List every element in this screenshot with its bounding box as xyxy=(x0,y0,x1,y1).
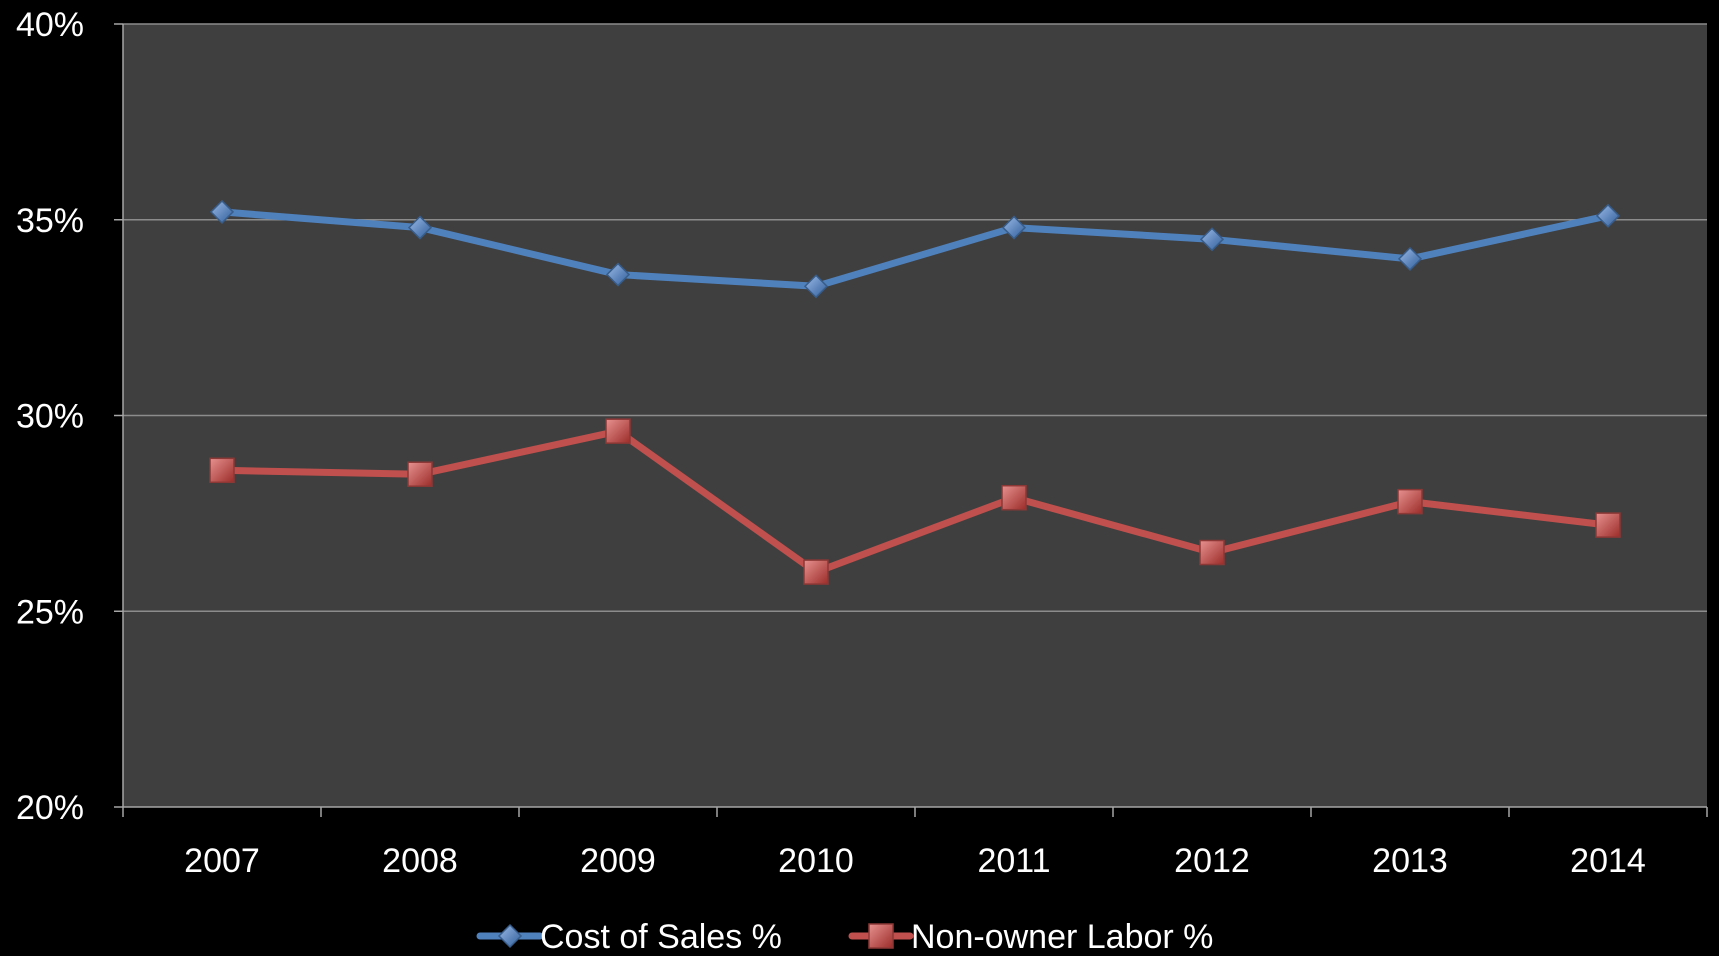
series-line-2 xyxy=(218,427,1612,576)
y-tick-label: 40% xyxy=(16,6,84,44)
gridlines xyxy=(123,23,1707,612)
data-point-diamond xyxy=(497,923,523,949)
y-tick-label: 25% xyxy=(16,593,84,631)
data-point-diamond xyxy=(1397,246,1423,271)
axes xyxy=(114,23,1708,817)
y-axis-tick-labels: 20% 25% 30% 35% 40% xyxy=(16,6,84,827)
data-point-square xyxy=(868,923,894,949)
series-lines xyxy=(218,208,1612,576)
legend-label-2: Non-owner Labor % xyxy=(911,918,1213,956)
y-tick-label: 30% xyxy=(16,398,84,436)
data-point-diamond xyxy=(1199,227,1225,252)
data-point-square xyxy=(1595,512,1621,538)
data-point-square xyxy=(1397,488,1423,515)
x-axis-tick-labels: 2007 2008 2009 2010 2011 2012 2013 2014 xyxy=(184,842,1646,880)
data-point-square xyxy=(803,559,829,585)
x-tick-label: 2013 xyxy=(1372,842,1448,880)
data-point-diamond xyxy=(407,215,433,240)
x-tick-label: 2012 xyxy=(1174,842,1250,880)
y-tick-label: 35% xyxy=(16,202,84,240)
x-tick-label: 2007 xyxy=(184,842,260,880)
data-point-diamond xyxy=(803,274,829,299)
data-point-square xyxy=(407,461,433,487)
data-point-diamond xyxy=(1001,215,1027,240)
series-markers xyxy=(209,199,1621,585)
x-tick-label: 2008 xyxy=(382,842,458,880)
data-point-diamond xyxy=(209,199,235,224)
data-point-square xyxy=(1199,539,1225,566)
y-tick-label: 20% xyxy=(16,789,84,827)
legend-label-1: Cost of Sales % xyxy=(540,918,782,956)
data-point-square xyxy=(209,457,235,484)
data-point-square xyxy=(605,418,631,444)
series-line-1 xyxy=(218,208,1612,290)
x-tick-label: 2014 xyxy=(1570,842,1646,880)
x-tick-label: 2010 xyxy=(778,842,854,880)
legend: Cost of Sales % Non-owner Labor % xyxy=(476,918,1213,956)
data-point-diamond xyxy=(605,262,631,287)
x-tick-label: 2011 xyxy=(977,842,1050,880)
data-point-square xyxy=(1001,484,1027,511)
data-point-diamond xyxy=(1595,203,1621,228)
x-tick-label: 2009 xyxy=(580,842,656,880)
